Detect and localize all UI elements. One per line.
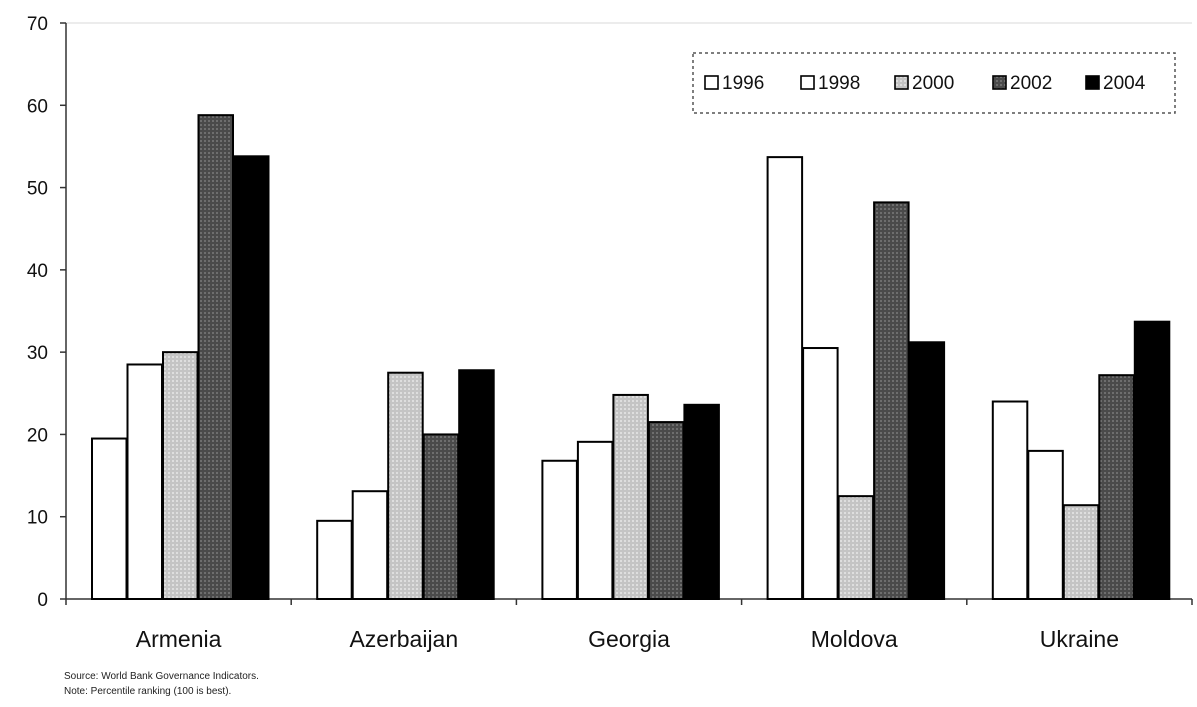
x-category-label: Armenia: [136, 626, 222, 652]
y-tick-label: 30: [27, 343, 48, 364]
bar-1998-ukraine: [1027, 449, 1064, 600]
bar-2000-ukraine: [1062, 504, 1100, 600]
bar-2000-moldova: [837, 495, 875, 600]
y-tick-label: 0: [37, 590, 48, 611]
bar-1996-moldova: [766, 156, 804, 601]
legend-swatch-1998: [800, 75, 815, 90]
y-tick-label: 50: [27, 179, 48, 200]
bar-1996-ukraine: [991, 400, 1029, 600]
bar-2002-ukraine: [1098, 374, 1135, 600]
legend-label-1996: 1996: [722, 73, 764, 94]
y-tick-label: 10: [27, 508, 48, 529]
bar-1996-armenia: [91, 437, 128, 600]
bar-2000-azerbaijan: [387, 371, 424, 601]
x-category-label: Moldova: [811, 626, 898, 652]
legend-swatch-2004: [1085, 75, 1100, 90]
bar-1998-georgia: [576, 440, 614, 600]
bar-1998-armenia: [126, 363, 163, 600]
bar-2002-moldova: [873, 201, 910, 601]
bar-2004-georgia: [683, 403, 720, 601]
legend-label-2004: 2004: [1103, 73, 1146, 94]
bar-1996-georgia: [541, 459, 578, 601]
bar-2002-armenia: [197, 114, 234, 600]
legend-label-1998: 1998: [818, 73, 860, 94]
bar-2004-azerbaijan: [458, 369, 495, 601]
chart-notes: Source: World Bank Governance Indicators…: [64, 669, 259, 699]
percentile-note: Note: Percentile ranking (100 is best).: [64, 686, 232, 697]
bar-1998-moldova: [802, 347, 839, 600]
x-category-label: Ukraine: [1040, 626, 1119, 652]
y-tick-label: 70: [27, 14, 48, 35]
legend-label-2000: 2000: [912, 73, 954, 94]
legend-label-2002: 2002: [1010, 73, 1052, 94]
y-tick-label: 40: [27, 261, 48, 282]
bar-1996-azerbaijan: [316, 519, 353, 600]
bar-2002-georgia: [647, 421, 685, 601]
bar-1998-azerbaijan: [351, 490, 389, 601]
y-tick-label: 60: [27, 96, 48, 117]
y-tick-label: 20: [27, 425, 48, 446]
bar-2000-armenia: [162, 351, 199, 600]
legend-swatch-2002: [992, 75, 1007, 90]
source-note: Source: World Bank Governance Indicators…: [64, 671, 259, 682]
bar-2004-moldova: [908, 341, 946, 600]
bar-2004-ukraine: [1133, 320, 1171, 600]
bar-2000-georgia: [612, 393, 649, 600]
x-category-label: Azerbaijan: [349, 626, 458, 652]
bar-2002-azerbaijan: [422, 433, 460, 600]
legend-swatch-2000: [894, 75, 909, 90]
legend-swatch-1996: [704, 75, 719, 90]
bar-2004-armenia: [233, 155, 270, 600]
x-category-label: Georgia: [588, 626, 670, 652]
